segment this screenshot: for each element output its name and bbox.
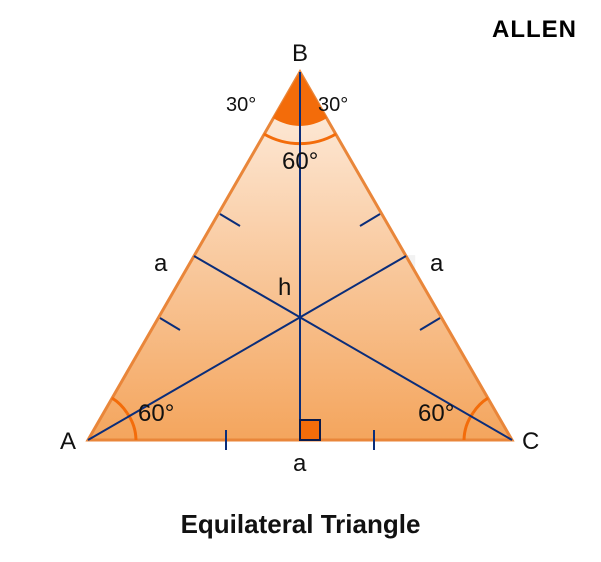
label-side-bc: a: [430, 250, 443, 278]
label-apex-right: 30°: [318, 94, 348, 117]
label-vertex-a: A: [60, 428, 76, 456]
brand-logo: ALLEN: [492, 16, 577, 44]
label-angle-c: 60°: [418, 400, 454, 428]
diagram-caption: Equilateral Triangle: [0, 509, 601, 540]
label-vertex-c: C: [522, 428, 539, 456]
apex-wedge-left: [273, 72, 300, 126]
label-height: h: [278, 274, 291, 302]
label-vertex-b: B: [292, 40, 308, 68]
label-side-ac: a: [293, 450, 306, 478]
right-angle-marker: [300, 420, 320, 440]
label-angle-a: 60°: [138, 400, 174, 428]
label-apex-full: 60°: [282, 148, 318, 176]
label-side-ab: a: [154, 250, 167, 278]
label-apex-left: 30°: [226, 94, 256, 117]
